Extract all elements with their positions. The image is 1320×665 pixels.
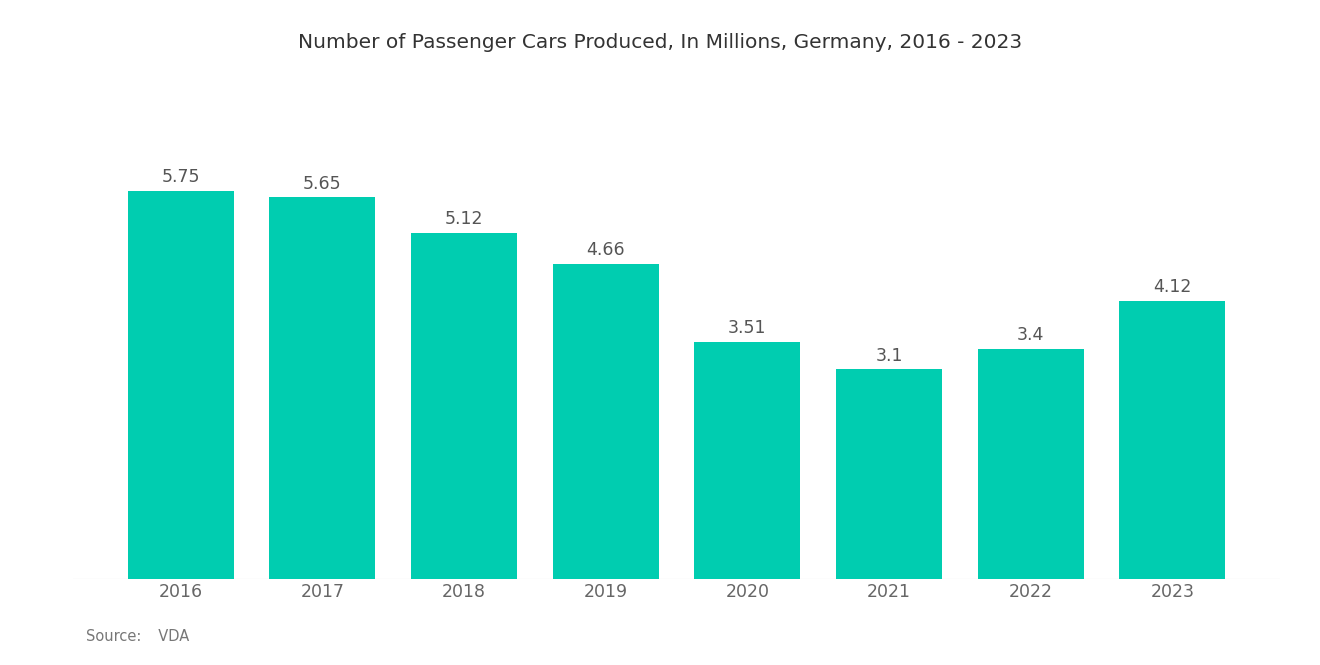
Text: 5.65: 5.65 [304, 175, 342, 193]
Bar [836, 369, 942, 579]
Text: 4.66: 4.66 [586, 241, 624, 259]
Text: 5.12: 5.12 [445, 210, 483, 228]
Text: 4.12: 4.12 [1154, 278, 1192, 296]
Text: 5.75: 5.75 [161, 168, 199, 186]
Bar [978, 349, 1084, 579]
Text: Source:: Source: [86, 628, 141, 644]
Bar [694, 342, 800, 579]
Text: 3.1: 3.1 [875, 346, 903, 364]
Bar [553, 264, 659, 579]
Text: Number of Passenger Cars Produced, In Millions, Germany, 2016 - 2023: Number of Passenger Cars Produced, In Mi… [298, 33, 1022, 53]
Bar [1119, 301, 1225, 579]
Bar [128, 191, 234, 579]
Bar [411, 233, 517, 579]
Text: 3.51: 3.51 [729, 319, 767, 337]
Text: VDA: VDA [149, 628, 189, 644]
Text: 3.4: 3.4 [1016, 327, 1044, 344]
Bar [269, 198, 375, 579]
